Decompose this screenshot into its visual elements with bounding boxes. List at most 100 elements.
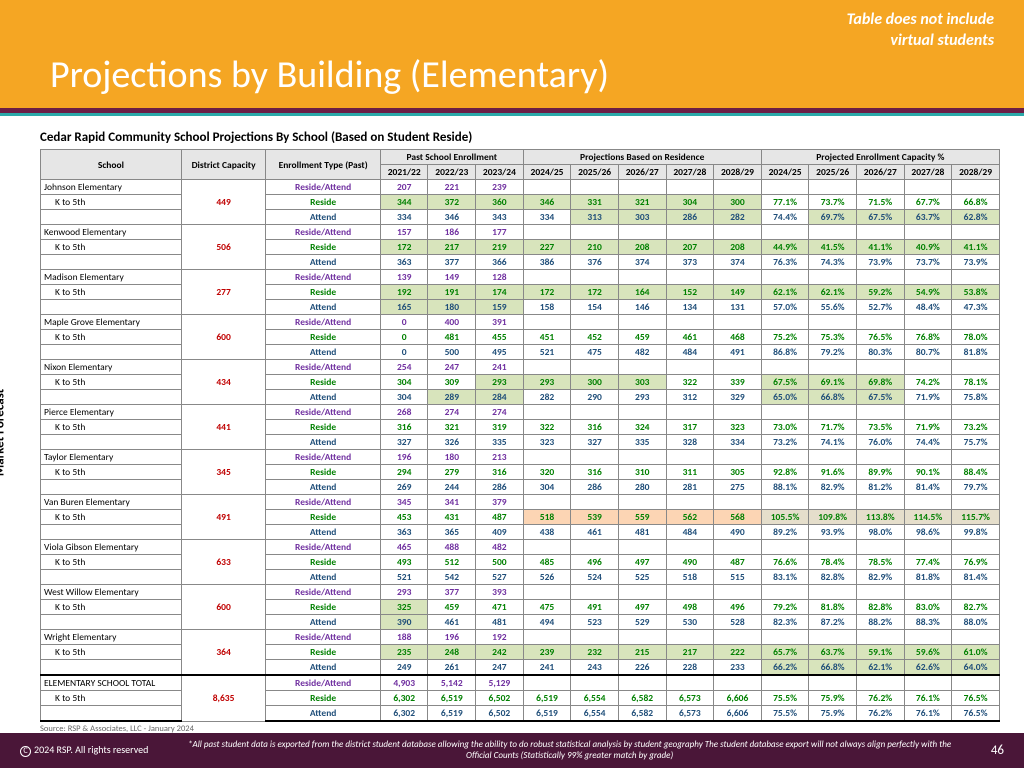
data-cell: 524 bbox=[571, 570, 619, 585]
data-cell: 71.5% bbox=[856, 195, 904, 210]
data-cell: 98.6% bbox=[904, 525, 952, 540]
data-cell: 114.5% bbox=[904, 510, 952, 525]
data-cell: 74.4% bbox=[904, 435, 952, 450]
data-cell bbox=[666, 225, 714, 240]
data-cell: 113.8% bbox=[856, 510, 904, 525]
data-cell bbox=[666, 495, 714, 510]
data-cell: 328 bbox=[666, 435, 714, 450]
data-cell: 41.1% bbox=[952, 240, 1000, 255]
data-cell: 81.4% bbox=[952, 570, 1000, 585]
data-cell: 326 bbox=[428, 435, 476, 450]
data-cell bbox=[856, 585, 904, 600]
data-cell bbox=[952, 360, 1000, 375]
data-cell: 192 bbox=[476, 630, 524, 645]
data-cell: 372 bbox=[428, 195, 476, 210]
data-cell: 4,903 bbox=[380, 675, 428, 691]
data-cell: 52.7% bbox=[856, 300, 904, 315]
data-cell: 331 bbox=[571, 195, 619, 210]
data-cell bbox=[571, 180, 619, 195]
data-cell: 346 bbox=[523, 195, 571, 210]
data-cell bbox=[952, 495, 1000, 510]
data-cell: 304 bbox=[523, 480, 571, 495]
data-cell: 71.7% bbox=[809, 420, 857, 435]
data-cell: 192 bbox=[380, 285, 428, 300]
data-cell bbox=[809, 360, 857, 375]
data-cell: 82.8% bbox=[856, 600, 904, 615]
type-cell: Reside bbox=[266, 645, 380, 660]
data-cell bbox=[952, 180, 1000, 195]
data-cell: 146 bbox=[618, 300, 666, 315]
data-cell bbox=[571, 495, 619, 510]
data-cell: 339 bbox=[714, 375, 762, 390]
data-cell: 286 bbox=[476, 480, 524, 495]
data-cell bbox=[904, 180, 952, 195]
table-row: Van Buren Elementary491Reside/Attend3453… bbox=[41, 495, 1000, 510]
data-cell bbox=[904, 360, 952, 375]
school-name: Johnson Elementary bbox=[41, 180, 182, 195]
data-cell: 521 bbox=[523, 345, 571, 360]
data-cell: 518 bbox=[666, 570, 714, 585]
data-cell: 6,502 bbox=[476, 691, 524, 706]
type-cell: Attend bbox=[266, 615, 380, 630]
grade-cell: K to 5th bbox=[41, 420, 182, 435]
data-cell: 242 bbox=[476, 645, 524, 660]
data-cell: 431 bbox=[428, 510, 476, 525]
footer-note: *All past student data is exported from … bbox=[148, 739, 990, 762]
data-cell: 76.2% bbox=[856, 706, 904, 722]
data-cell: 6,582 bbox=[618, 691, 666, 706]
data-cell: 319 bbox=[476, 420, 524, 435]
data-cell bbox=[714, 225, 762, 240]
type-cell: Reside bbox=[266, 240, 380, 255]
data-cell: 217 bbox=[666, 645, 714, 660]
data-cell: 228 bbox=[666, 660, 714, 676]
total-label: ELEMENTARY SCHOOL TOTAL bbox=[41, 675, 182, 691]
data-cell: 485 bbox=[523, 555, 571, 570]
school-name: Maple Grove Elementary bbox=[41, 315, 182, 330]
data-cell bbox=[618, 360, 666, 375]
data-cell: 196 bbox=[428, 630, 476, 645]
data-cell: 88.2% bbox=[856, 615, 904, 630]
data-cell: 471 bbox=[476, 600, 524, 615]
data-cell: 6,606 bbox=[714, 691, 762, 706]
data-cell: 329 bbox=[714, 390, 762, 405]
data-cell: 491 bbox=[714, 345, 762, 360]
data-cell: 377 bbox=[428, 255, 476, 270]
data-cell: 323 bbox=[714, 420, 762, 435]
data-cell: 89.9% bbox=[856, 465, 904, 480]
capacity-cell: 277 bbox=[181, 270, 266, 315]
data-cell: 316 bbox=[380, 420, 428, 435]
data-cell: 149 bbox=[714, 285, 762, 300]
data-cell: 481 bbox=[428, 330, 476, 345]
data-cell: 174 bbox=[476, 285, 524, 300]
data-cell bbox=[523, 495, 571, 510]
data-cell bbox=[618, 495, 666, 510]
data-cell: 134 bbox=[666, 300, 714, 315]
data-cell bbox=[666, 360, 714, 375]
data-cell: 83.0% bbox=[904, 600, 952, 615]
data-cell: 139 bbox=[380, 270, 428, 285]
data-cell: 65.7% bbox=[761, 645, 809, 660]
data-cell: 274 bbox=[476, 405, 524, 420]
data-cell: 6,573 bbox=[666, 706, 714, 722]
data-cell: 281 bbox=[666, 480, 714, 495]
data-cell: 247 bbox=[476, 660, 524, 676]
data-cell bbox=[904, 630, 952, 645]
data-cell: 180 bbox=[428, 450, 476, 465]
data-cell: 249 bbox=[380, 660, 428, 676]
data-cell bbox=[666, 540, 714, 555]
data-cell: 559 bbox=[618, 510, 666, 525]
type-cell: Attend bbox=[266, 210, 380, 225]
data-cell: 98.0% bbox=[856, 525, 904, 540]
data-cell bbox=[714, 630, 762, 645]
data-cell: 73.9% bbox=[856, 255, 904, 270]
data-cell bbox=[571, 450, 619, 465]
data-cell: 79.7% bbox=[952, 480, 1000, 495]
page-number: 46 bbox=[991, 743, 1004, 758]
data-cell: 53.8% bbox=[952, 285, 1000, 300]
data-cell: 311 bbox=[666, 465, 714, 480]
data-cell bbox=[904, 675, 952, 691]
data-cell bbox=[761, 585, 809, 600]
data-cell: 465 bbox=[380, 540, 428, 555]
data-cell: 512 bbox=[428, 555, 476, 570]
school-name: Madison Elementary bbox=[41, 270, 182, 285]
